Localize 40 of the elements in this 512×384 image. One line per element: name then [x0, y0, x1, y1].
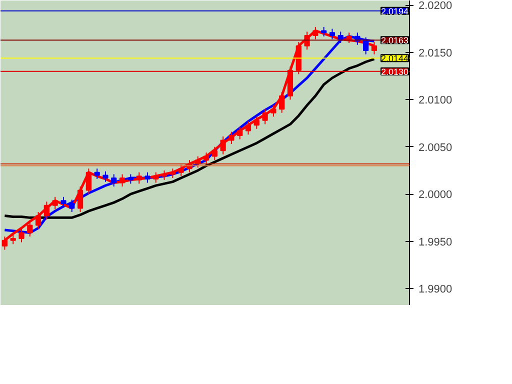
candlestick [262, 108, 268, 125]
candlestick [220, 136, 226, 155]
candlestick [144, 172, 150, 184]
y-tick-label: 2.0200 [418, 0, 452, 12]
candlestick [27, 220, 33, 238]
y-tick-label: 2.0150 [418, 47, 452, 60]
y-tick-label: 2.0000 [418, 189, 452, 202]
candlestick [44, 201, 50, 220]
candlestick [60, 196, 66, 208]
candlestick [111, 174, 117, 188]
candlestick [329, 28, 336, 40]
candlestick [86, 168, 92, 195]
candlestick [119, 174, 126, 188]
candlestick [102, 170, 108, 182]
candlestick [212, 146, 218, 161]
y-tick-label: 2.0050 [418, 142, 452, 154]
candlestick [52, 196, 58, 210]
candlestick [136, 172, 142, 184]
candlestick [279, 92, 285, 114]
candlestick [128, 174, 134, 184]
candlestick [346, 32, 352, 44]
candlestick [35, 212, 42, 230]
candlestick [254, 116, 260, 130]
candlestick [69, 199, 75, 213]
candlestick [153, 172, 159, 184]
y-tick-label: 1.9900 [418, 284, 452, 296]
candlestick [237, 126, 243, 140]
candlestick [170, 168, 176, 179]
y-tick-label: 1.9950 [418, 236, 452, 248]
candlestick [228, 131, 234, 145]
candlestick [270, 104, 276, 118]
y-tick-label: 2.0100 [418, 94, 452, 107]
candlestick [94, 168, 100, 180]
ref-line-label: 2.0163 [380, 36, 409, 46]
candlestick [245, 120, 252, 136]
candlestick [77, 186, 84, 213]
candlestick [203, 152, 210, 164]
candlestick [178, 164, 184, 177]
candlestick [161, 170, 168, 180]
candlestick [321, 26, 327, 37]
